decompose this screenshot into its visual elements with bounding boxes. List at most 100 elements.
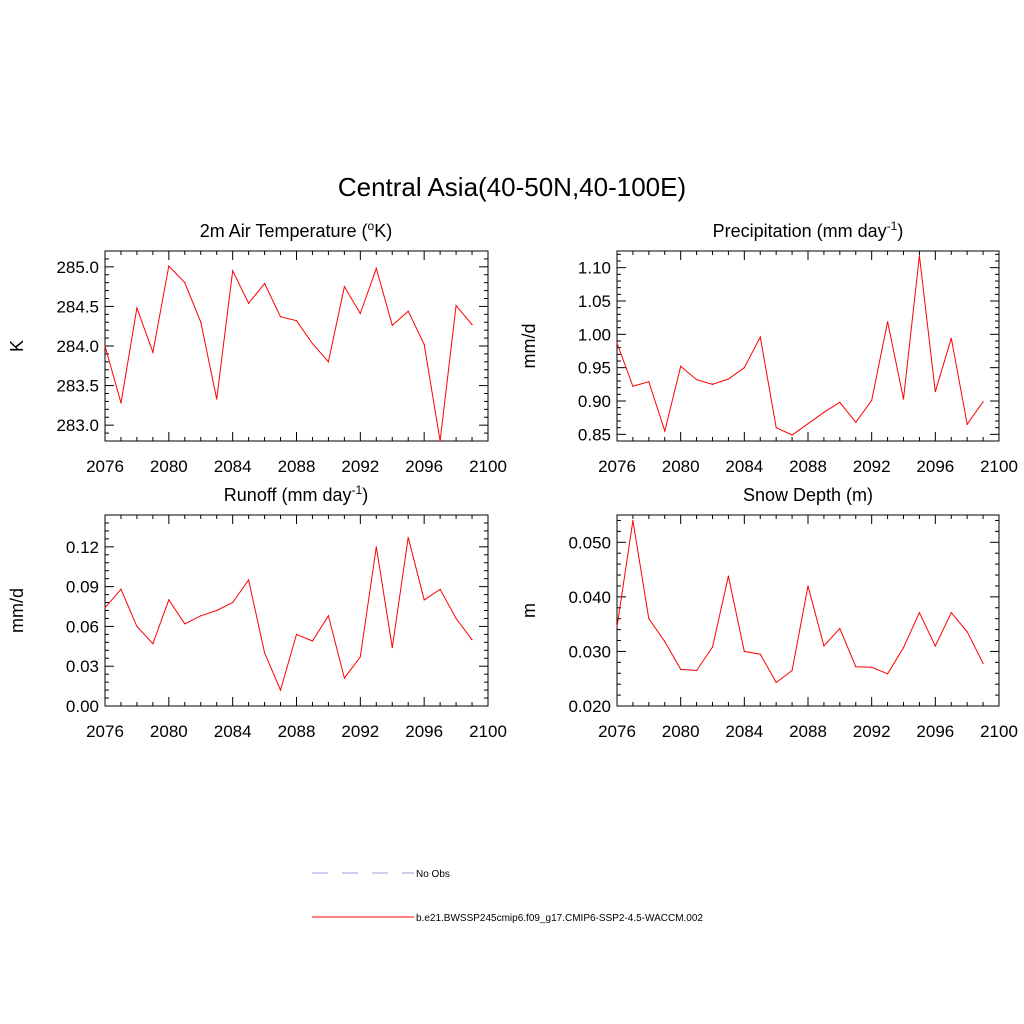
snow-depth-data-point xyxy=(871,666,873,668)
precipitation-data-point xyxy=(759,336,761,338)
precipitation-data-point xyxy=(791,434,793,436)
air-temperature-data-point xyxy=(391,324,393,327)
runoff-data-point xyxy=(104,607,106,609)
runoff-data-point xyxy=(216,609,218,612)
precipitation-xtick-label: 2100 xyxy=(980,457,1018,476)
air-temperature-xtick-label: 2088 xyxy=(278,457,316,476)
air-temperature-ytick-label: 283.0 xyxy=(56,416,99,435)
legend-obs-label: No Obs xyxy=(416,869,450,880)
precipitation-data-point xyxy=(727,378,730,380)
runoff-ytick-label: 0.00 xyxy=(66,697,99,716)
runoff-ylabel: mm/d xyxy=(7,588,27,633)
runoff-data-point xyxy=(391,647,393,649)
runoff-ytick-label: 0.06 xyxy=(66,617,99,636)
runoff-panel: Runoff (mm day-1) 2076 2080 2084 2088 2092 209… xyxy=(7,483,507,741)
snow-depth-xtick-label: 2084 xyxy=(725,722,763,741)
air-temperature-data-point xyxy=(136,307,138,309)
air-temperature-data-point xyxy=(152,351,154,353)
precipitation-data-point xyxy=(823,411,825,413)
air-temperature-plot-frame xyxy=(104,250,489,442)
precipitation-data-point xyxy=(632,385,634,387)
runoff-data-point xyxy=(248,579,250,581)
snow-depth-ylabel: m xyxy=(519,603,539,618)
precipitation-data-point xyxy=(886,321,889,323)
runoff-xtick-label: 2080 xyxy=(150,722,188,741)
air-temperature-ytick-label: 284.0 xyxy=(56,337,99,356)
precipitation-data-point xyxy=(982,401,984,403)
snow-depth-data-point xyxy=(727,575,730,577)
runoff-data-point xyxy=(375,546,377,548)
runoff-data-point xyxy=(327,615,330,617)
air-temperature-xtick-label: 2100 xyxy=(469,457,507,476)
snow-depth-data-point xyxy=(982,662,984,665)
air-temperature-data-point xyxy=(248,302,250,304)
precipitation-data-point xyxy=(902,398,905,400)
runoff-title-text: Runoff (mm day xyxy=(224,485,352,505)
snow-depth-data-point xyxy=(839,627,841,630)
runoff-xtick-label: 2076 xyxy=(86,722,124,741)
air-temperature-data-point xyxy=(295,320,298,322)
precipitation-title-sup: -1 xyxy=(887,219,898,233)
snow-depth-data-point xyxy=(807,585,809,587)
snow-depth-data-point xyxy=(616,626,618,628)
snow-depth-data-point xyxy=(695,669,698,672)
runoff-data-point xyxy=(407,536,409,539)
air-temperature-data-point xyxy=(216,398,218,400)
runoff-data-point xyxy=(120,588,122,590)
snow-depth-plot-frame xyxy=(616,514,1000,707)
air-temperature-data-point xyxy=(471,324,473,326)
runoff-xtick-label: 2092 xyxy=(341,722,379,741)
precipitation-xtick-label: 2076 xyxy=(598,457,636,476)
air-temperature-data-point xyxy=(375,267,377,270)
precipitation-data-point xyxy=(775,427,777,429)
runoff-data-point xyxy=(311,640,314,642)
snow-depth-data-point xyxy=(791,669,793,672)
snow-depth-series-line xyxy=(616,520,984,684)
runoff-data-point xyxy=(168,599,170,601)
air-temperature-data-point xyxy=(279,316,282,318)
snow-depth-data-point xyxy=(775,681,777,684)
air-temperature-data-point xyxy=(359,312,361,315)
figure-title: Central Asia(40-50N,40-100E) xyxy=(338,172,686,202)
panels: 2m Air Temperature (oK)2076 2080 2084 2088 2… xyxy=(7,219,1018,741)
precipitation-data-point xyxy=(695,379,698,381)
precipitation-data-point xyxy=(855,421,857,423)
precipitation-title-text: Precipitation (mm day xyxy=(713,221,887,241)
snow-depth-title: Snow Depth (m) xyxy=(743,485,873,505)
snow-depth-panel: Snow Depth (m) 2076 2080 2084 2088 2092 2096 21… xyxy=(519,485,1018,741)
snow-depth-data-point xyxy=(711,646,714,648)
snow-depth-data-point xyxy=(950,612,952,614)
precipitation-data-point xyxy=(934,391,936,393)
runoff-data-point xyxy=(263,652,266,654)
runoff-data-point xyxy=(455,617,457,620)
snow-depth-xtick-label: 2092 xyxy=(853,722,891,741)
precipitation-xtick-label: 2096 xyxy=(916,457,954,476)
precipitation-panel: Precipitation (mm day-1) 2076 2080 2084 2088… xyxy=(519,219,1018,476)
runoff-xtick-label: 2096 xyxy=(405,722,443,741)
precipitation-data-point xyxy=(711,383,714,385)
precipitation-xtick-label: 2080 xyxy=(662,457,700,476)
runoff-data-point xyxy=(295,633,298,635)
runoff-data-point xyxy=(136,625,138,628)
air-temperature-title-text: 2m Air Temperature ( xyxy=(200,221,368,241)
snow-depth-xtick-label: 2088 xyxy=(789,722,827,741)
precipitation-ytick-label: 0.95 xyxy=(578,359,611,378)
runoff-data-point xyxy=(423,599,425,601)
runoff-xtick-label: 2084 xyxy=(214,722,252,741)
air-temperature-title-tail: K) xyxy=(374,221,392,241)
snow-depth-data-point xyxy=(966,631,968,633)
precipitation-title: Precipitation (mm day-1) xyxy=(713,219,904,241)
runoff-plot-frame xyxy=(104,514,489,707)
precipitation-ytick-label: 1.10 xyxy=(578,259,611,278)
air-temperature-ytick-label: 283.5 xyxy=(56,377,99,396)
precipitation-plot-frame xyxy=(616,250,1000,442)
snow-depth-ytick-label: 0.040 xyxy=(568,588,611,607)
precipitation-data-point xyxy=(966,423,968,425)
runoff-title-tail: ) xyxy=(362,485,368,505)
runoff-data-point xyxy=(343,677,345,679)
runoff-data-point xyxy=(184,623,186,625)
snow-depth-xtick-label: 2080 xyxy=(662,722,700,741)
air-temperature-data-point xyxy=(423,343,425,346)
snow-depth-data-point xyxy=(632,519,634,522)
